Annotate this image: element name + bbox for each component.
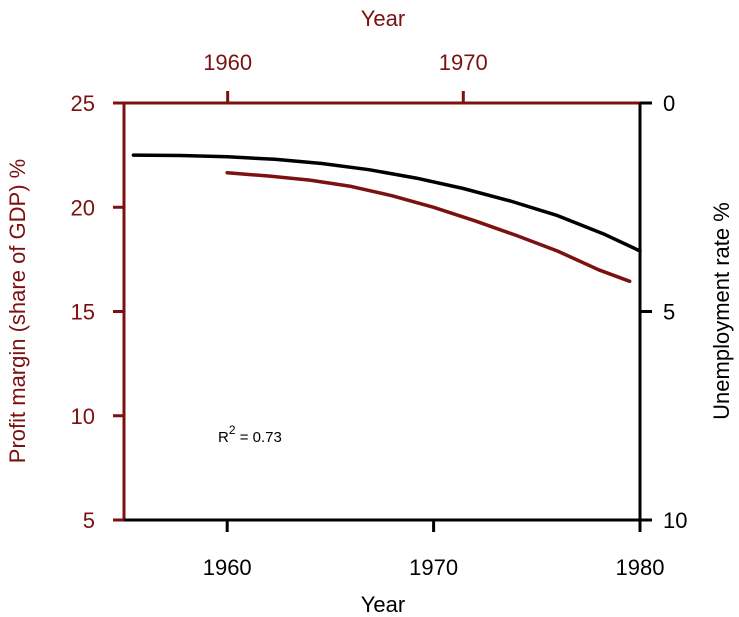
top-axis-title: Year — [361, 6, 405, 31]
top-tick-label: 1960 — [203, 50, 252, 75]
series-group — [131, 153, 642, 284]
r-squared-base: R — [218, 429, 229, 446]
profit-series-line — [225, 171, 632, 284]
left-tick-label: 5 — [83, 508, 95, 533]
left-tick-label: 25 — [71, 91, 95, 116]
right-tick-label: 0 — [663, 91, 675, 116]
left-axis-title: Profit margin (share of GDP) % — [5, 159, 30, 463]
right-tick-label: 5 — [663, 300, 675, 325]
bottom-tick-label: 1960 — [203, 555, 252, 580]
r-squared-value: = 0.73 — [236, 429, 282, 446]
axis-ticks: 5 10 15 20 25 0 5 10 1960 1970 1980 1960 1970 — [71, 50, 688, 580]
left-tick-label: 20 — [71, 195, 95, 220]
right-tick-label: 10 — [663, 508, 687, 533]
r-squared-superscript: 2 — [229, 423, 236, 437]
top-tick-label: 1970 — [439, 50, 488, 75]
r-squared-annotation: R2 = 0.73 — [218, 423, 282, 446]
left-tick-label: 10 — [71, 404, 95, 429]
bottom-tick-label: 1980 — [616, 555, 665, 580]
right-axis-title: Unemployment rate % — [709, 202, 734, 420]
unemployment-series-line — [131, 153, 642, 253]
bottom-axis-title: Year — [361, 592, 405, 617]
bottom-tick-label: 1970 — [409, 555, 458, 580]
left-tick-label: 15 — [71, 300, 95, 325]
